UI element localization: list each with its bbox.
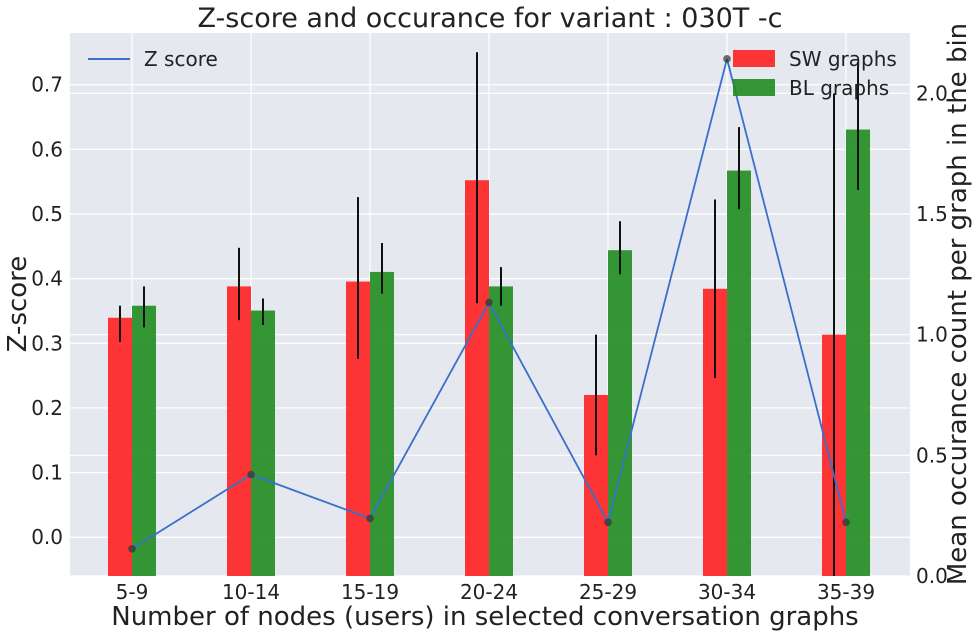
z-score-point-3 bbox=[485, 298, 493, 307]
y-left-tick-label-3: 0.3 bbox=[31, 331, 63, 355]
z-score-point-1 bbox=[247, 470, 255, 479]
x-tick-label-1: 10-14 bbox=[222, 580, 280, 604]
x-tick-label-0: 5-9 bbox=[116, 580, 149, 604]
chart-title: Z-score and occurance for variant : 030T… bbox=[198, 3, 783, 34]
y-axis-right-title: Mean occurance count per graph in the bi… bbox=[943, 23, 973, 585]
bar-sw-0 bbox=[108, 317, 132, 576]
x-tick-label-2: 15-19 bbox=[341, 580, 399, 604]
bar-bl-4 bbox=[608, 250, 632, 576]
z-score-point-6 bbox=[842, 518, 850, 527]
y-right-tick-label-0: 0.0 bbox=[916, 564, 948, 588]
y-left-tick-label-5: 0.5 bbox=[31, 202, 63, 226]
x-tick-label-5: 30-34 bbox=[698, 580, 756, 604]
legend-left: Z score bbox=[88, 47, 218, 71]
x-tick-label-3: 20-24 bbox=[460, 580, 518, 604]
y-right-tick-label-1: 0.5 bbox=[916, 443, 948, 467]
y-left-tick-label-2: 0.2 bbox=[31, 396, 63, 420]
legend-sw-swatch bbox=[733, 50, 775, 67]
line-layer bbox=[128, 55, 850, 553]
y-left-tick-label-1: 0.1 bbox=[31, 461, 63, 485]
legend-z-score-label: Z score bbox=[144, 47, 218, 71]
y-left-tick-label-4: 0.4 bbox=[31, 267, 63, 291]
z-score-point-4 bbox=[604, 518, 612, 527]
bar-bl-0 bbox=[132, 305, 156, 576]
x-axis-title: Number of nodes (users) in selected conv… bbox=[111, 602, 858, 632]
legend-bl-label: BL graphs bbox=[789, 76, 889, 100]
y-axis-left-title: Z-score bbox=[3, 256, 33, 353]
y-right-tick-label-3: 1.5 bbox=[916, 202, 948, 226]
z-score-point-0 bbox=[128, 545, 136, 553]
bar-sw-1 bbox=[227, 286, 251, 576]
error-bar-layer bbox=[119, 52, 859, 576]
y-left-tick-label-7: 0.7 bbox=[31, 73, 63, 97]
y-right-tick-label-2: 1.0 bbox=[916, 323, 948, 347]
tick-label-layer: 0.0 0.1 0.2 0.3 0.4 0.5 0.6 0.7 0.0 0.5 1.0 1.5 2.0 5… bbox=[31, 73, 948, 604]
bar-bl-3 bbox=[489, 286, 513, 576]
z-score-point-5 bbox=[723, 55, 731, 63]
x-tick-label-6: 35-39 bbox=[817, 580, 875, 604]
legend-sw-label: SW graphs bbox=[789, 47, 897, 71]
y-left-tick-label-6: 0.6 bbox=[31, 137, 63, 161]
y-right-tick-label-4: 2.0 bbox=[916, 81, 948, 105]
bar-layer bbox=[108, 129, 870, 577]
z-score-point-2 bbox=[366, 514, 374, 523]
y-left-tick-label-0: 0.0 bbox=[31, 525, 63, 549]
bar-bl-5 bbox=[727, 170, 751, 576]
bar-bl-6 bbox=[846, 129, 870, 577]
bar-bl-2 bbox=[370, 271, 394, 576]
x-tick-label-4: 25-29 bbox=[579, 580, 637, 604]
legend-right: SW graphs BL graphs bbox=[733, 47, 897, 100]
bar-bl-1 bbox=[251, 310, 275, 576]
legend-bl-swatch bbox=[733, 79, 775, 96]
